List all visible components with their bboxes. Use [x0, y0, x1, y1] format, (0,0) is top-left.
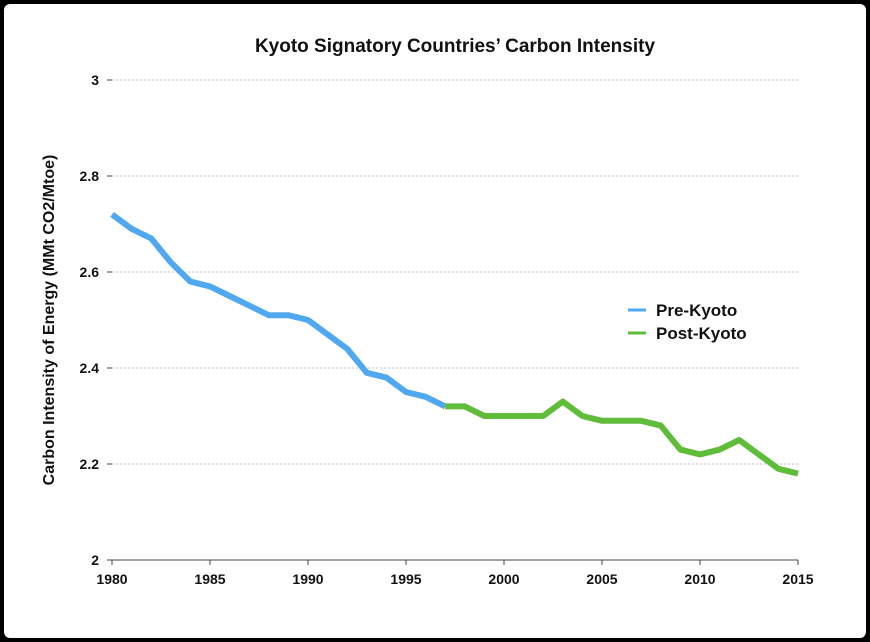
y-tick-label: 2.2	[80, 456, 100, 472]
x-tick-label: 2010	[684, 571, 715, 587]
chart-title: Kyoto Signatory Countries’ Carbon Intens…	[255, 36, 656, 57]
axes	[111, 559, 799, 565]
legend: Pre-Kyoto Post-Kyoto	[628, 301, 747, 343]
y-tick-label: 2.4	[80, 360, 100, 376]
chart-frame	[4, 4, 866, 638]
series-line-pre-kyoto	[110, 211, 447, 410]
y-tick-label: 3	[91, 72, 99, 88]
x-tick-labels: 1980 1985 1990 1995 2000 2005 2010 2015	[96, 571, 813, 587]
y-axis-label: Carbon Intensity of Energy (MMt CO2/Mtoe…	[41, 155, 58, 486]
gridlines	[107, 79, 798, 561]
legend-label-pre-kyoto: Pre-Kyoto	[656, 301, 737, 320]
x-tick-label: 1995	[390, 571, 421, 587]
y-tick-label: 2.8	[80, 168, 100, 184]
x-tick-label: 2005	[586, 571, 617, 587]
y-tick-label: 2	[91, 552, 99, 568]
series-lines	[110, 211, 799, 477]
x-tick-label: 2000	[488, 571, 519, 587]
y-tick-labels: 3 2.8 2.6 2.4 2.2 2	[80, 72, 100, 568]
series-line-post-kyoto	[445, 398, 799, 477]
y-tick-label: 2.6	[80, 264, 100, 280]
x-tick-label: 1980	[96, 571, 127, 587]
x-tick-label: 1990	[292, 571, 323, 587]
legend-label-post-kyoto: Post-Kyoto	[656, 324, 747, 343]
x-tick-label: 2015	[782, 571, 813, 587]
x-tick-label: 1985	[194, 571, 225, 587]
